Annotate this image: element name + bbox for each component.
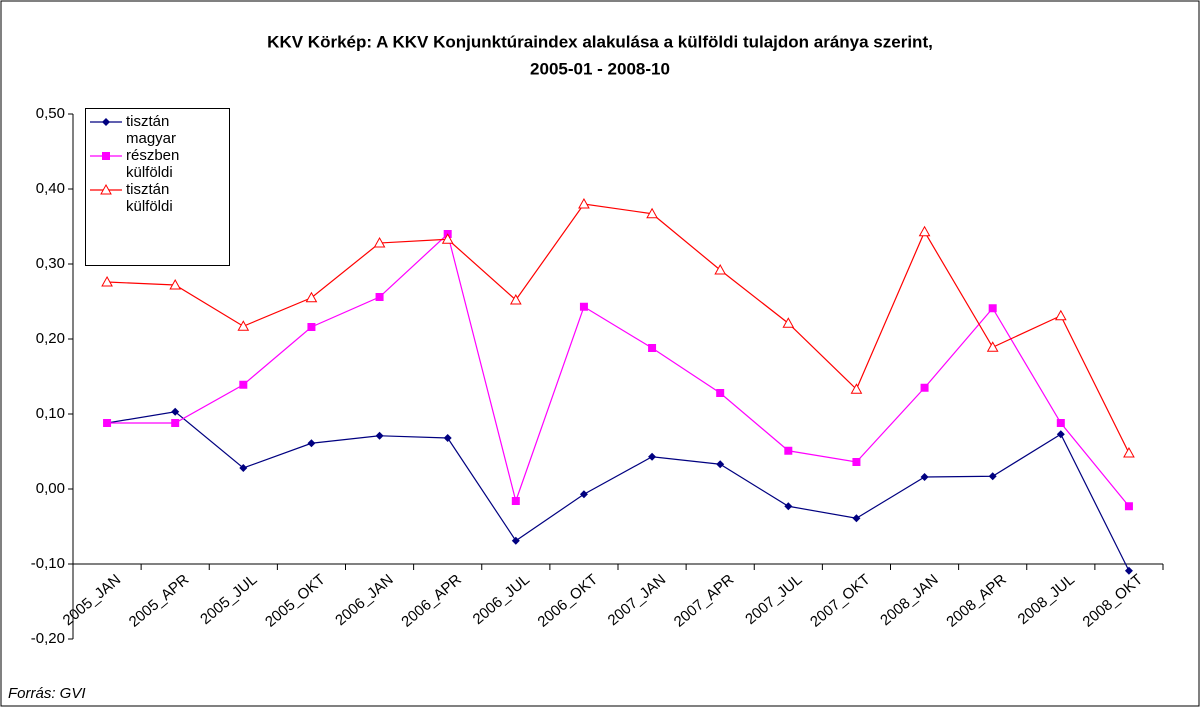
legend-entry: tisztán külföldi xyxy=(86,181,229,215)
marker xyxy=(920,473,929,481)
series-line xyxy=(107,232,1130,507)
y-tick-label: 0,30 xyxy=(36,255,65,272)
marker xyxy=(578,197,590,209)
marker xyxy=(305,291,318,303)
marker xyxy=(171,419,180,427)
marker xyxy=(579,490,588,499)
marker xyxy=(101,275,113,287)
marker xyxy=(646,207,658,219)
legend-swatch xyxy=(90,152,122,160)
marker xyxy=(850,383,863,394)
marker xyxy=(307,439,316,448)
marker xyxy=(373,236,386,248)
marker xyxy=(443,434,452,442)
y-tick-label: 0,20 xyxy=(36,330,65,347)
marker xyxy=(852,458,861,466)
marker xyxy=(509,293,522,305)
y-tick-label: 0,50 xyxy=(36,105,65,122)
marker xyxy=(1056,419,1065,427)
marker xyxy=(307,323,316,331)
marker xyxy=(988,304,997,313)
y-tick-label: -0,10 xyxy=(31,555,65,572)
marker xyxy=(237,320,250,331)
marker xyxy=(648,344,657,352)
marker xyxy=(784,502,793,511)
legend-swatch xyxy=(90,183,122,195)
marker xyxy=(920,383,929,392)
marker xyxy=(441,233,454,244)
marker xyxy=(103,419,112,427)
marker xyxy=(102,118,110,126)
legend-entry: tisztán magyar xyxy=(86,113,229,147)
marker xyxy=(1054,309,1067,321)
y-tick-label: 0,00 xyxy=(36,480,65,497)
marker xyxy=(784,446,793,455)
marker xyxy=(1124,566,1133,575)
marker xyxy=(375,293,384,301)
chart-subtitle: 2005-01 - 2008-10 xyxy=(530,59,670,78)
legend-swatch xyxy=(90,118,122,126)
legend-entry: részben külföldi xyxy=(86,147,229,181)
y-tick-label: 0,40 xyxy=(36,180,65,197)
series-line xyxy=(106,411,1130,572)
source-note: Forrás: GVI xyxy=(8,685,86,702)
chart-title: KKV Körkép: A KKV Konjunktúraindex alaku… xyxy=(267,32,933,51)
marker xyxy=(648,452,657,461)
legend-label: tisztán magyar xyxy=(126,113,177,147)
y-tick-label: 0,10 xyxy=(36,405,65,422)
legend: tisztán magyar részben külföldi tisztán kü… xyxy=(85,108,230,266)
marker xyxy=(511,497,520,505)
marker xyxy=(714,263,727,275)
y-tick-label: -0,20 xyxy=(31,630,65,647)
marker xyxy=(782,317,795,328)
marker xyxy=(375,431,384,440)
marker xyxy=(918,225,931,237)
marker xyxy=(1124,502,1133,511)
marker xyxy=(988,472,997,481)
marker xyxy=(511,536,520,545)
series-line xyxy=(107,203,1130,454)
marker xyxy=(852,514,861,523)
marker xyxy=(1123,446,1135,458)
legend-label: tisztán külföldi xyxy=(126,181,173,215)
marker xyxy=(239,380,248,389)
marker xyxy=(102,152,110,160)
marker xyxy=(100,183,112,195)
marker xyxy=(716,389,725,397)
marker xyxy=(986,341,999,352)
legend-label: részben külföldi xyxy=(126,147,180,181)
marker xyxy=(239,464,248,472)
marker xyxy=(716,460,725,469)
marker xyxy=(169,278,182,290)
marker xyxy=(579,302,588,311)
marker xyxy=(1056,430,1065,439)
marker xyxy=(171,407,180,416)
